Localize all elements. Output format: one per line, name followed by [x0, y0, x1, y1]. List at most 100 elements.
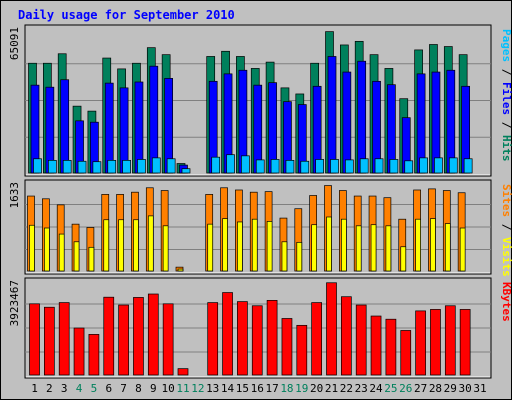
bar-kbytes-day-26 — [400, 330, 412, 376]
bar-pages-day-19 — [300, 160, 310, 174]
bar-pages-day-22 — [345, 159, 354, 174]
x-tick-label: 31 — [473, 382, 486, 395]
x-tick-label: 27 — [414, 382, 427, 395]
x-tick-label: 6 — [105, 382, 112, 395]
bar-files-day-9 — [149, 65, 159, 174]
panel-bottom-max-label: 3923467 — [8, 280, 21, 326]
bar-pages-day-16 — [255, 159, 265, 174]
bar-sites-day-20 — [311, 224, 317, 272]
x-tick-label: 23 — [355, 382, 368, 395]
bar-sites-day-26 — [400, 246, 407, 272]
bar-kbytes-day-7 — [118, 304, 129, 376]
x-tick-label: 10 — [162, 382, 175, 395]
x-tick-label: 18 — [280, 382, 293, 395]
bar-pages-day-20 — [315, 159, 324, 174]
bar-sites-day-9 — [147, 215, 154, 272]
bar-pages-day-13 — [211, 156, 221, 174]
bar-sites-day-7 — [118, 219, 124, 272]
bar-kbytes-day-18 — [281, 318, 293, 376]
bar-sites-day-17 — [266, 221, 273, 272]
bar-pages-day-23 — [359, 158, 369, 174]
bar-sites-day-21 — [326, 216, 332, 272]
bar-sites-day-6 — [103, 219, 110, 272]
x-tick-label: 21 — [325, 382, 338, 395]
x-tick-label: 2 — [46, 382, 53, 395]
x-tick-label: 7 — [120, 382, 127, 395]
bar-sites-day-14 — [222, 218, 228, 272]
bar-sites-day-4 — [73, 241, 80, 272]
panel-middle-legend: Sites / Visits — [500, 184, 512, 277]
series-files — [30, 56, 470, 174]
bar-sites-day-25 — [385, 225, 392, 272]
legend-item: Visits — [500, 237, 512, 277]
legend-item: / — [500, 62, 512, 82]
bar-pages-day-11 — [181, 168, 191, 174]
bar-sites-day-5 — [88, 246, 95, 272]
chart-panels: 65091 Pages / Files / Hits 1633 Sites / Vis… — [8, 24, 512, 379]
bar-kbytes-day-27 — [415, 310, 426, 376]
bar-pages-day-1 — [33, 158, 42, 174]
bar-kbytes-day-16 — [251, 305, 263, 376]
bar-pages-day-28 — [434, 157, 443, 174]
bar-pages-day-4 — [77, 160, 87, 174]
panel-top: 65091 Pages / Files / Hits — [8, 24, 512, 177]
bar-pages-day-10 — [166, 158, 176, 174]
bar-sites-day-29 — [444, 223, 451, 272]
x-tick-label: 14 — [221, 382, 235, 395]
bar-pages-day-17 — [270, 159, 280, 174]
bar-sites-day-2 — [43, 227, 50, 272]
bar-pages-day-7 — [122, 160, 131, 174]
bar-sites-day-28 — [430, 218, 436, 272]
bar-sites-day-15 — [237, 221, 243, 272]
x-tick-label: 1 — [31, 382, 38, 395]
bar-kbytes-day-1 — [29, 303, 40, 376]
bar-sites-day-11 — [177, 268, 184, 272]
bar-kbytes-day-8 — [133, 297, 144, 376]
bar-pages-day-15 — [241, 155, 250, 174]
series-pages — [33, 154, 473, 174]
x-tick-label: 13 — [206, 382, 219, 395]
legend-item: Files — [500, 82, 512, 115]
bar-pages-day-3 — [62, 160, 72, 174]
bar-files-day-22 — [342, 71, 352, 174]
bar-kbytes-day-5 — [88, 334, 100, 376]
bar-sites-day-27 — [415, 218, 421, 272]
x-tick-label: 5 — [91, 382, 98, 395]
bar-sites-day-16 — [251, 218, 258, 272]
bar-sites-day-8 — [133, 219, 139, 272]
bar-files-day-6 — [104, 82, 114, 174]
x-axis-labels: 1 2 3 4 5 6 7 8 9 10 11 12 13 14 15 16 17 18 19 20 21 22 23 24 2… — [31, 382, 486, 395]
legend-item: / — [500, 115, 512, 135]
bar-kbytes-day-10 — [162, 303, 174, 376]
bar-sites-day-13 — [207, 223, 214, 272]
x-tick-label: 24 — [369, 382, 383, 395]
bar-pages-day-6 — [107, 160, 117, 174]
legend-item: Sites — [500, 184, 512, 217]
panel-bottom: 3923467 KBytes — [8, 277, 512, 379]
bar-kbytes-day-17 — [266, 300, 278, 376]
bar-kbytes-day-23 — [355, 304, 367, 376]
bar-kbytes-day-22 — [341, 296, 352, 376]
bar-pages-day-25 — [389, 159, 399, 174]
bar-sites-day-22 — [341, 218, 347, 272]
series-sites — [29, 215, 466, 272]
bar-kbytes-day-14 — [222, 292, 233, 376]
x-tick-label: 3 — [61, 382, 68, 395]
panel-bottom-legend: KBytes — [500, 282, 512, 322]
x-tick-label: 20 — [310, 382, 323, 395]
series-kbytes — [29, 282, 471, 376]
bar-kbytes-day-20 — [311, 302, 322, 376]
legend-item: Pages — [500, 29, 512, 62]
bar-kbytes-day-13 — [207, 302, 219, 376]
bar-kbytes-day-9 — [147, 293, 159, 376]
bar-pages-day-18 — [285, 160, 295, 174]
bar-pages-day-26 — [404, 160, 414, 174]
x-tick-label: 22 — [340, 382, 353, 395]
bar-kbytes-day-6 — [103, 296, 115, 376]
bar-kbytes-day-29 — [444, 305, 456, 376]
bar-kbytes-day-19 — [296, 324, 308, 376]
bar-sites-day-24 — [370, 224, 377, 272]
x-tick-label: 19 — [295, 382, 308, 395]
bar-sites-day-18 — [281, 241, 288, 272]
